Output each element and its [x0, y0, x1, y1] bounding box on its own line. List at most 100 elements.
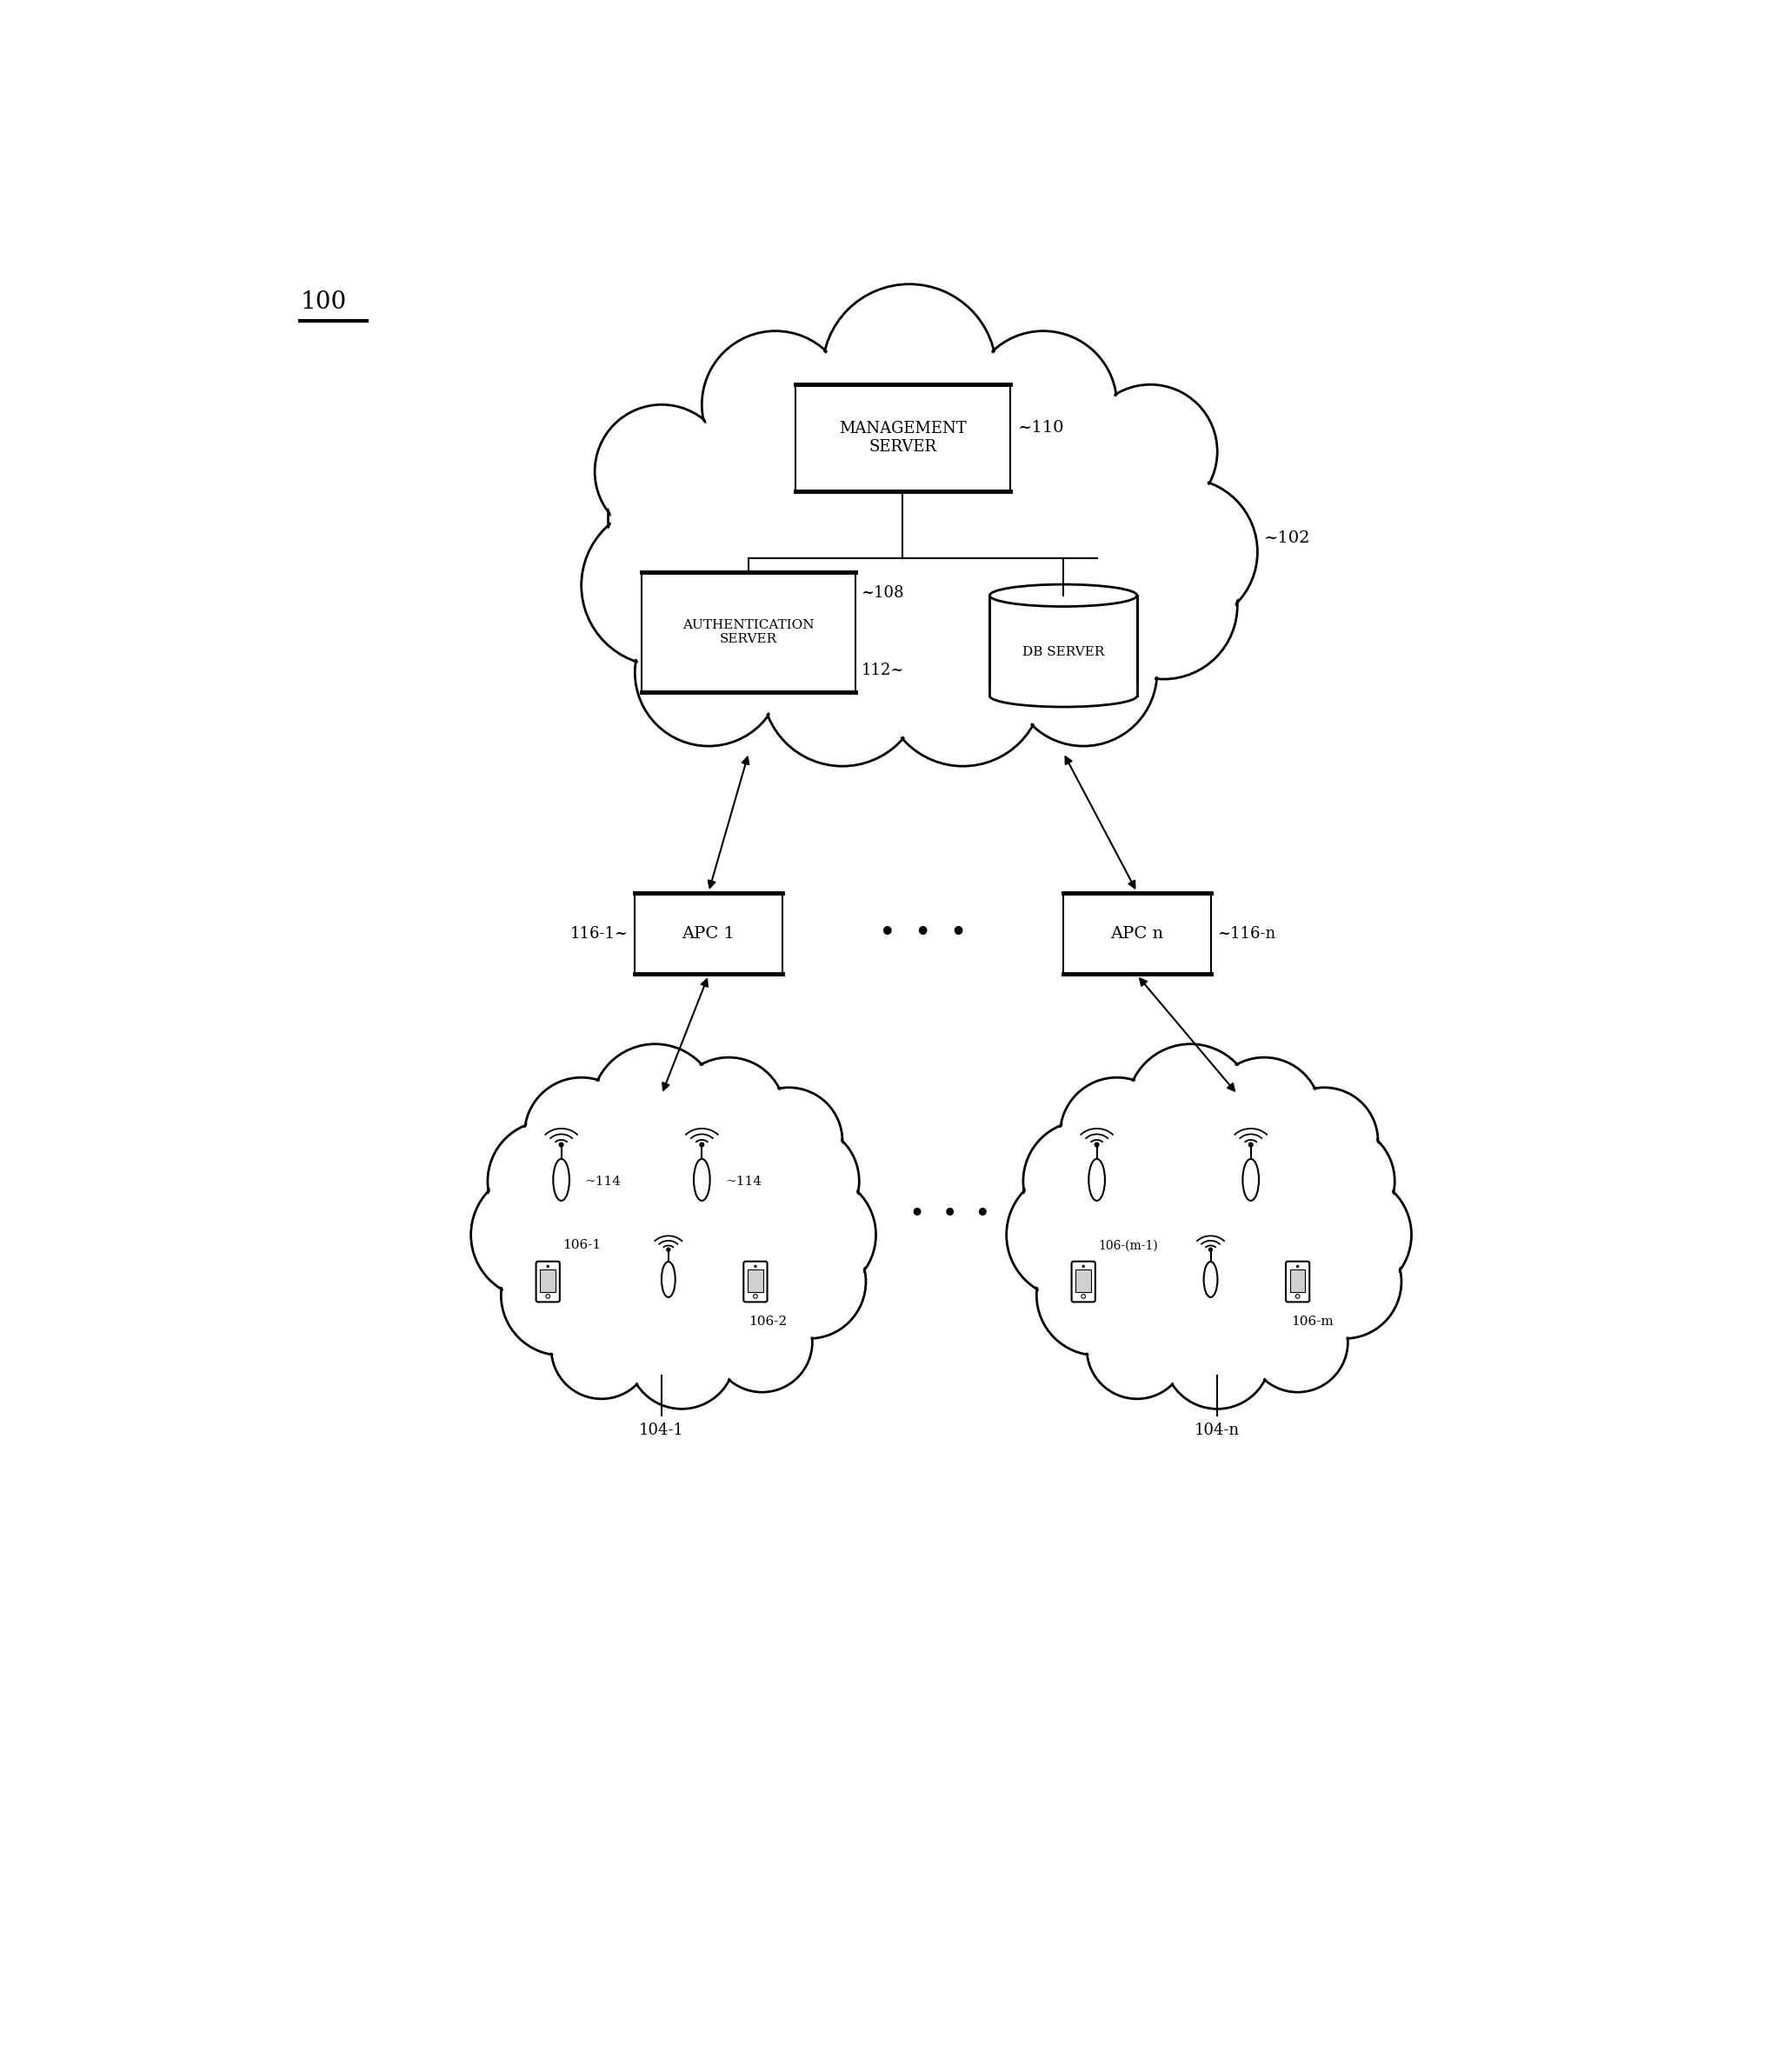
Circle shape [885, 381, 1068, 562]
Circle shape [1093, 535, 1235, 678]
Circle shape [634, 599, 782, 746]
Circle shape [1271, 1088, 1377, 1196]
Circle shape [1176, 1142, 1338, 1301]
Circle shape [883, 605, 1043, 767]
Circle shape [746, 1125, 858, 1237]
Circle shape [670, 1237, 800, 1368]
Circle shape [764, 607, 920, 765]
Circle shape [501, 1235, 622, 1355]
Ellipse shape [693, 1158, 711, 1200]
Circle shape [1180, 1144, 1335, 1299]
Circle shape [643, 1144, 800, 1299]
Text: 100: 100 [300, 290, 347, 315]
Circle shape [595, 404, 729, 539]
Bar [748, 1270, 762, 1293]
Circle shape [1009, 419, 1183, 593]
Circle shape [1095, 1142, 1098, 1146]
Circle shape [753, 1295, 757, 1299]
Circle shape [1061, 1080, 1173, 1189]
Circle shape [1176, 1082, 1324, 1229]
Circle shape [755, 1175, 876, 1295]
Circle shape [753, 1264, 757, 1268]
Circle shape [1089, 1082, 1237, 1229]
Bar [540, 1270, 556, 1293]
Circle shape [1295, 1264, 1299, 1268]
Bar [1063, 893, 1210, 974]
Circle shape [839, 495, 1020, 675]
Circle shape [883, 377, 1070, 566]
Circle shape [526, 1080, 636, 1189]
Circle shape [1111, 479, 1258, 626]
Ellipse shape [553, 1158, 569, 1200]
Circle shape [1292, 1177, 1409, 1293]
Text: •  •  •: • • • [910, 1202, 990, 1229]
Circle shape [471, 1171, 599, 1299]
FancyBboxPatch shape [743, 1262, 768, 1301]
Circle shape [583, 1237, 713, 1368]
Ellipse shape [1089, 1158, 1105, 1200]
Circle shape [597, 406, 727, 537]
Circle shape [673, 1059, 784, 1169]
Text: ~114: ~114 [725, 1175, 762, 1187]
Circle shape [1086, 387, 1215, 516]
Text: 106-1: 106-1 [563, 1239, 601, 1251]
Circle shape [1013, 421, 1182, 591]
Circle shape [1207, 1237, 1336, 1368]
Circle shape [1295, 1295, 1299, 1299]
Circle shape [1207, 1057, 1320, 1171]
Circle shape [1084, 1142, 1244, 1301]
Circle shape [976, 499, 1150, 673]
Text: 106-m: 106-m [1290, 1316, 1333, 1328]
Ellipse shape [661, 1262, 675, 1297]
Circle shape [752, 1225, 865, 1339]
Circle shape [1164, 1301, 1271, 1409]
Text: ~108: ~108 [862, 586, 904, 601]
Circle shape [745, 1125, 858, 1239]
Circle shape [835, 491, 1024, 680]
Circle shape [1088, 1299, 1185, 1397]
Circle shape [487, 1121, 608, 1241]
Circle shape [1093, 1084, 1235, 1227]
Circle shape [551, 1144, 705, 1299]
Circle shape [736, 377, 922, 566]
Circle shape [1249, 1142, 1253, 1146]
Circle shape [1120, 1237, 1249, 1368]
Circle shape [554, 1082, 702, 1229]
FancyBboxPatch shape [537, 1262, 560, 1301]
Circle shape [668, 1235, 801, 1370]
Circle shape [757, 1177, 874, 1293]
FancyBboxPatch shape [1072, 1262, 1095, 1301]
Circle shape [736, 1088, 842, 1196]
Circle shape [611, 433, 780, 603]
Circle shape [473, 1173, 597, 1297]
Bar [1075, 1270, 1091, 1293]
Text: 106-(m-1): 106-(m-1) [1098, 1239, 1159, 1251]
Text: MANAGEMENT
SERVER: MANAGEMENT SERVER [839, 421, 967, 456]
Text: 116-1~: 116-1~ [570, 926, 629, 941]
Circle shape [666, 1247, 670, 1251]
Text: ~102: ~102 [1263, 530, 1311, 547]
Circle shape [560, 1142, 563, 1146]
Text: APC 1: APC 1 [682, 926, 736, 941]
Circle shape [1086, 1144, 1242, 1299]
Circle shape [1281, 1125, 1395, 1239]
Circle shape [594, 1046, 716, 1169]
Bar [990, 595, 1137, 696]
Circle shape [1290, 1227, 1400, 1336]
Circle shape [713, 1291, 812, 1392]
Text: AUTHENTICATION
SERVER: AUTHENTICATION SERVER [682, 620, 814, 644]
Circle shape [1024, 1121, 1144, 1241]
Circle shape [1288, 1225, 1402, 1339]
Circle shape [1011, 601, 1155, 744]
Text: ~110: ~110 [1018, 419, 1064, 435]
Circle shape [524, 1077, 638, 1191]
Circle shape [825, 286, 993, 456]
Circle shape [1290, 1175, 1411, 1295]
Circle shape [546, 1264, 549, 1268]
Circle shape [1038, 1237, 1155, 1353]
Circle shape [713, 1293, 810, 1390]
Circle shape [585, 508, 739, 663]
Text: 106-2: 106-2 [748, 1316, 787, 1328]
Text: DB SERVER: DB SERVER [1022, 646, 1104, 659]
Circle shape [1082, 1264, 1086, 1268]
